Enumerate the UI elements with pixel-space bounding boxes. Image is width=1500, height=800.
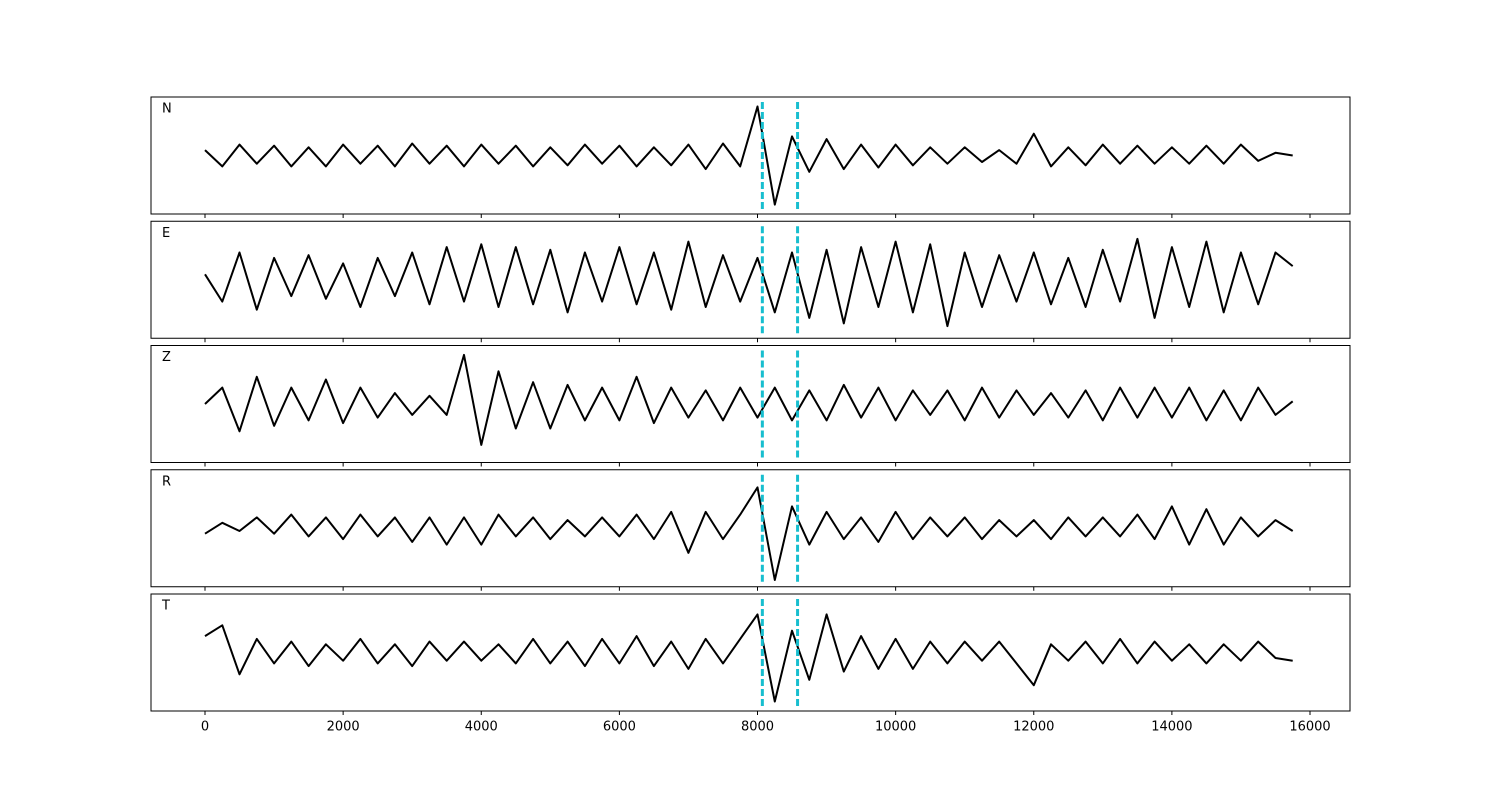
panel-frame <box>150 96 1351 215</box>
x-tick-label: 16000 <box>1289 720 1330 735</box>
panel-label: T <box>161 599 170 614</box>
trace <box>204 105 1293 206</box>
trace <box>204 486 1294 581</box>
panel-frame <box>150 593 1351 712</box>
panel-label: N <box>162 102 172 117</box>
x-tick-label: 0 <box>201 720 209 735</box>
panel-frame <box>150 345 1351 463</box>
x-tick-label: 10000 <box>875 720 916 735</box>
panel-label: R <box>162 474 171 489</box>
x-tick-label: 14000 <box>1151 720 1192 735</box>
x-tick-label: 8000 <box>741 720 774 735</box>
trace <box>204 613 1293 703</box>
panel-frame <box>150 220 1351 339</box>
panel-frame <box>150 469 1351 588</box>
x-tick-label: 4000 <box>465 720 498 735</box>
x-tick-label: 12000 <box>1013 720 1054 735</box>
panel-label: Z <box>162 350 171 365</box>
x-tick-label: 6000 <box>603 720 636 735</box>
trace <box>204 353 1294 446</box>
panel-label: E <box>162 226 170 241</box>
x-tick-label: 2000 <box>327 720 360 735</box>
trace <box>204 237 1294 328</box>
